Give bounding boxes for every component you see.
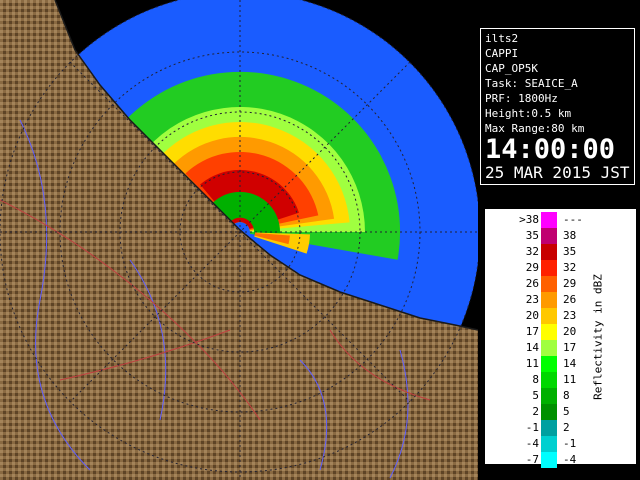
legend-low: 11 bbox=[525, 357, 539, 370]
legend-swatch bbox=[541, 340, 557, 356]
legend-high: -4 bbox=[563, 453, 577, 466]
coastline bbox=[54, 0, 478, 331]
legend-low: 5 bbox=[532, 389, 539, 402]
radar-map bbox=[0, 0, 478, 480]
legend-high: 32 bbox=[563, 261, 577, 274]
echo bbox=[254, 233, 290, 245]
legend-swatch bbox=[541, 436, 557, 452]
legend-high: 14 bbox=[563, 357, 577, 370]
legend-swatch bbox=[541, 308, 557, 324]
legend-swatch bbox=[541, 356, 557, 372]
legend-high: 29 bbox=[563, 277, 577, 290]
legend-low: 17 bbox=[525, 325, 539, 338]
legend-low: 2 bbox=[532, 405, 539, 418]
legend-swatch bbox=[541, 276, 557, 292]
time: 14:00:00 bbox=[485, 134, 616, 165]
legend-low: >38 bbox=[519, 213, 539, 226]
rivers bbox=[19, 119, 409, 479]
legend-high: 11 bbox=[563, 373, 577, 386]
legend-high: -1 bbox=[563, 437, 577, 450]
max-range: Max Range:80 km bbox=[485, 122, 585, 135]
legend-high: 35 bbox=[563, 245, 577, 258]
legend-low: 32 bbox=[525, 245, 539, 258]
legend-swatch bbox=[541, 244, 557, 260]
product-id: CAP_OP5K bbox=[485, 62, 538, 75]
legend-high: 26 bbox=[563, 293, 577, 306]
legend-swatch bbox=[541, 420, 557, 436]
legend-high: 5 bbox=[563, 405, 570, 418]
legend-high: 8 bbox=[563, 389, 570, 402]
boundaries bbox=[0, 199, 431, 421]
echo bbox=[202, 191, 281, 239]
legend-swatch bbox=[541, 212, 557, 228]
legend-low: 23 bbox=[525, 293, 539, 306]
legend-high: --- bbox=[563, 213, 583, 226]
echo-area bbox=[101, 71, 401, 260]
legend-low: 35 bbox=[525, 229, 539, 242]
land bbox=[0, 0, 478, 480]
date: 25 MAR 2015 JST bbox=[485, 163, 630, 182]
info-panel: ilts2 CAPPI CAP_OP5K Task: SEAICE_A PRF:… bbox=[480, 28, 635, 185]
legend-row: 29 32 bbox=[485, 260, 595, 276]
legend-low: 14 bbox=[525, 341, 539, 354]
legend-row: -4 -1 bbox=[485, 436, 595, 452]
legend-low: -7 bbox=[525, 453, 539, 466]
height: Height:0.5 km bbox=[485, 107, 572, 120]
legend-low: -4 bbox=[525, 437, 539, 450]
legend-high: 20 bbox=[563, 325, 577, 338]
legend-row: 14 17 bbox=[485, 340, 595, 356]
legend-swatch bbox=[541, 260, 557, 276]
task: Task: SEAICE_A bbox=[485, 77, 578, 90]
legend-high: 17 bbox=[563, 341, 577, 354]
legend-swatch bbox=[541, 452, 557, 468]
station: ilts2 bbox=[485, 32, 519, 45]
legend-high: 23 bbox=[563, 309, 577, 322]
range-rings bbox=[0, 0, 478, 480]
legend-row: -1 2 bbox=[485, 420, 595, 436]
legend-swatch bbox=[541, 228, 557, 244]
prf: PRF: 1800Hz bbox=[485, 92, 558, 105]
legend-row: 11 14 bbox=[485, 356, 595, 372]
legend-row: >38 --- bbox=[485, 212, 595, 228]
legend-swatch bbox=[541, 372, 557, 388]
legend-swatch bbox=[541, 292, 557, 308]
legend-high: 38 bbox=[563, 229, 577, 242]
legend-row: 20 23 bbox=[485, 308, 595, 324]
product: CAPPI bbox=[485, 47, 519, 60]
legend: Reflectivity in dBZ >38 --- 35 38 32 35 29 32 26… bbox=[484, 208, 637, 468]
legend-swatch bbox=[541, 324, 557, 340]
legend-row: 35 38 bbox=[485, 228, 595, 244]
legend-high: 2 bbox=[563, 421, 570, 434]
legend-low: -1 bbox=[525, 421, 539, 434]
legend-swatch bbox=[541, 388, 557, 404]
legend-row: -7 -4 bbox=[485, 452, 595, 468]
legend-row: 23 26 bbox=[485, 292, 595, 308]
legend-low: 20 bbox=[525, 309, 539, 322]
legend-row: 32 35 bbox=[485, 244, 595, 260]
legend-low: 29 bbox=[525, 261, 539, 274]
legend-row: 17 20 bbox=[485, 324, 595, 340]
legend-low: 8 bbox=[532, 373, 539, 386]
legend-low: 26 bbox=[525, 277, 539, 290]
legend-row: 8 11 bbox=[485, 372, 595, 388]
legend-row: 26 29 bbox=[485, 276, 595, 292]
legend-swatch bbox=[541, 404, 557, 420]
